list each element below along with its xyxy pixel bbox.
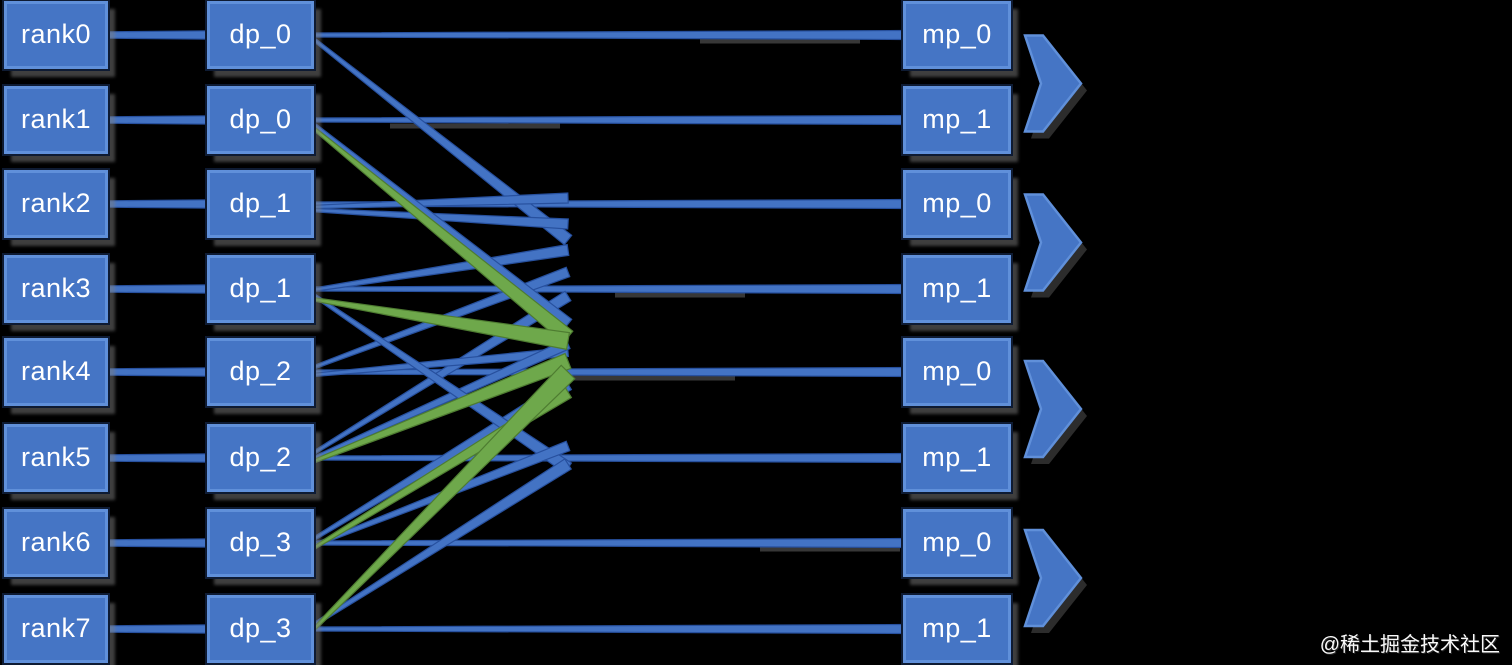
rank-box: rank4 xyxy=(4,338,108,406)
mp-box-label: mp_0 xyxy=(922,526,992,557)
rank-box-label: rank3 xyxy=(20,272,92,303)
mp-box: mp_0 xyxy=(903,338,1011,406)
dp-box: dp_0 xyxy=(207,1,314,69)
chevron-right-icon xyxy=(1023,359,1083,459)
rank-box: rank1 xyxy=(4,86,108,154)
rank-box-label: rank0 xyxy=(20,18,92,49)
dp-box: dp_2 xyxy=(207,424,314,492)
dp-box: dp_0 xyxy=(207,86,314,154)
watermark: @稀土掘金技术社区 xyxy=(1319,634,1500,656)
rank-box: rank6 xyxy=(4,509,108,577)
mp-box-label: mp_0 xyxy=(922,18,992,49)
mp-box: mp_1 xyxy=(903,86,1011,154)
rank-box: rank5 xyxy=(4,424,108,492)
connector-shadow xyxy=(700,38,860,44)
dp-box-label: dp_1 xyxy=(229,272,292,303)
mp-box: mp_0 xyxy=(903,509,1011,577)
mp-box-label: mp_1 xyxy=(922,612,992,643)
rank-box: rank7 xyxy=(4,595,108,663)
dp-box-label: dp_3 xyxy=(229,612,292,643)
dp-box-label: dp_2 xyxy=(229,441,292,472)
mp-box: mp_0 xyxy=(903,1,1011,69)
dp-box: dp_1 xyxy=(207,170,314,238)
connector-shadow xyxy=(615,292,745,298)
dp-box: dp_2 xyxy=(207,338,314,406)
mp-box-label: mp_1 xyxy=(922,441,992,472)
mp-box-label: mp_0 xyxy=(922,355,992,386)
rank-box-label: rank1 xyxy=(20,103,92,134)
rank-box-label: rank2 xyxy=(20,187,92,218)
rank-box-label: rank5 xyxy=(20,441,92,472)
rank-box: rank3 xyxy=(4,255,108,323)
mp-box: mp_1 xyxy=(903,255,1011,323)
mp-box: mp_0 xyxy=(903,170,1011,238)
rank-box-label: rank4 xyxy=(20,355,92,386)
dp-box: dp_1 xyxy=(207,255,314,323)
dp-box-label: dp_0 xyxy=(229,18,292,49)
mp-box: mp_1 xyxy=(903,424,1011,492)
connector-shadow xyxy=(560,375,735,381)
dp-box-label: dp_1 xyxy=(229,187,292,218)
dp-box-label: dp_0 xyxy=(229,103,292,134)
mp-box-label: mp_1 xyxy=(922,272,992,303)
mp-box-label: mp_0 xyxy=(922,187,992,218)
mp-box: mp_1 xyxy=(903,595,1011,663)
connector-shadow xyxy=(390,123,560,129)
rank-box-label: rank6 xyxy=(20,526,92,557)
dp-box: dp_3 xyxy=(207,509,314,577)
chevron-right-icon xyxy=(1023,34,1083,133)
dp-box-label: dp_3 xyxy=(229,526,292,557)
rank-box-label: rank7 xyxy=(20,612,92,643)
chevron-right-icon xyxy=(1023,528,1083,628)
rank-box: rank2 xyxy=(4,170,108,238)
mp-box-label: mp_1 xyxy=(922,103,992,134)
dp-box: dp_3 xyxy=(207,595,314,663)
chevron-right-icon xyxy=(1023,193,1083,292)
dp-box-label: dp_2 xyxy=(229,355,292,386)
rank-box: rank0 xyxy=(4,1,108,69)
